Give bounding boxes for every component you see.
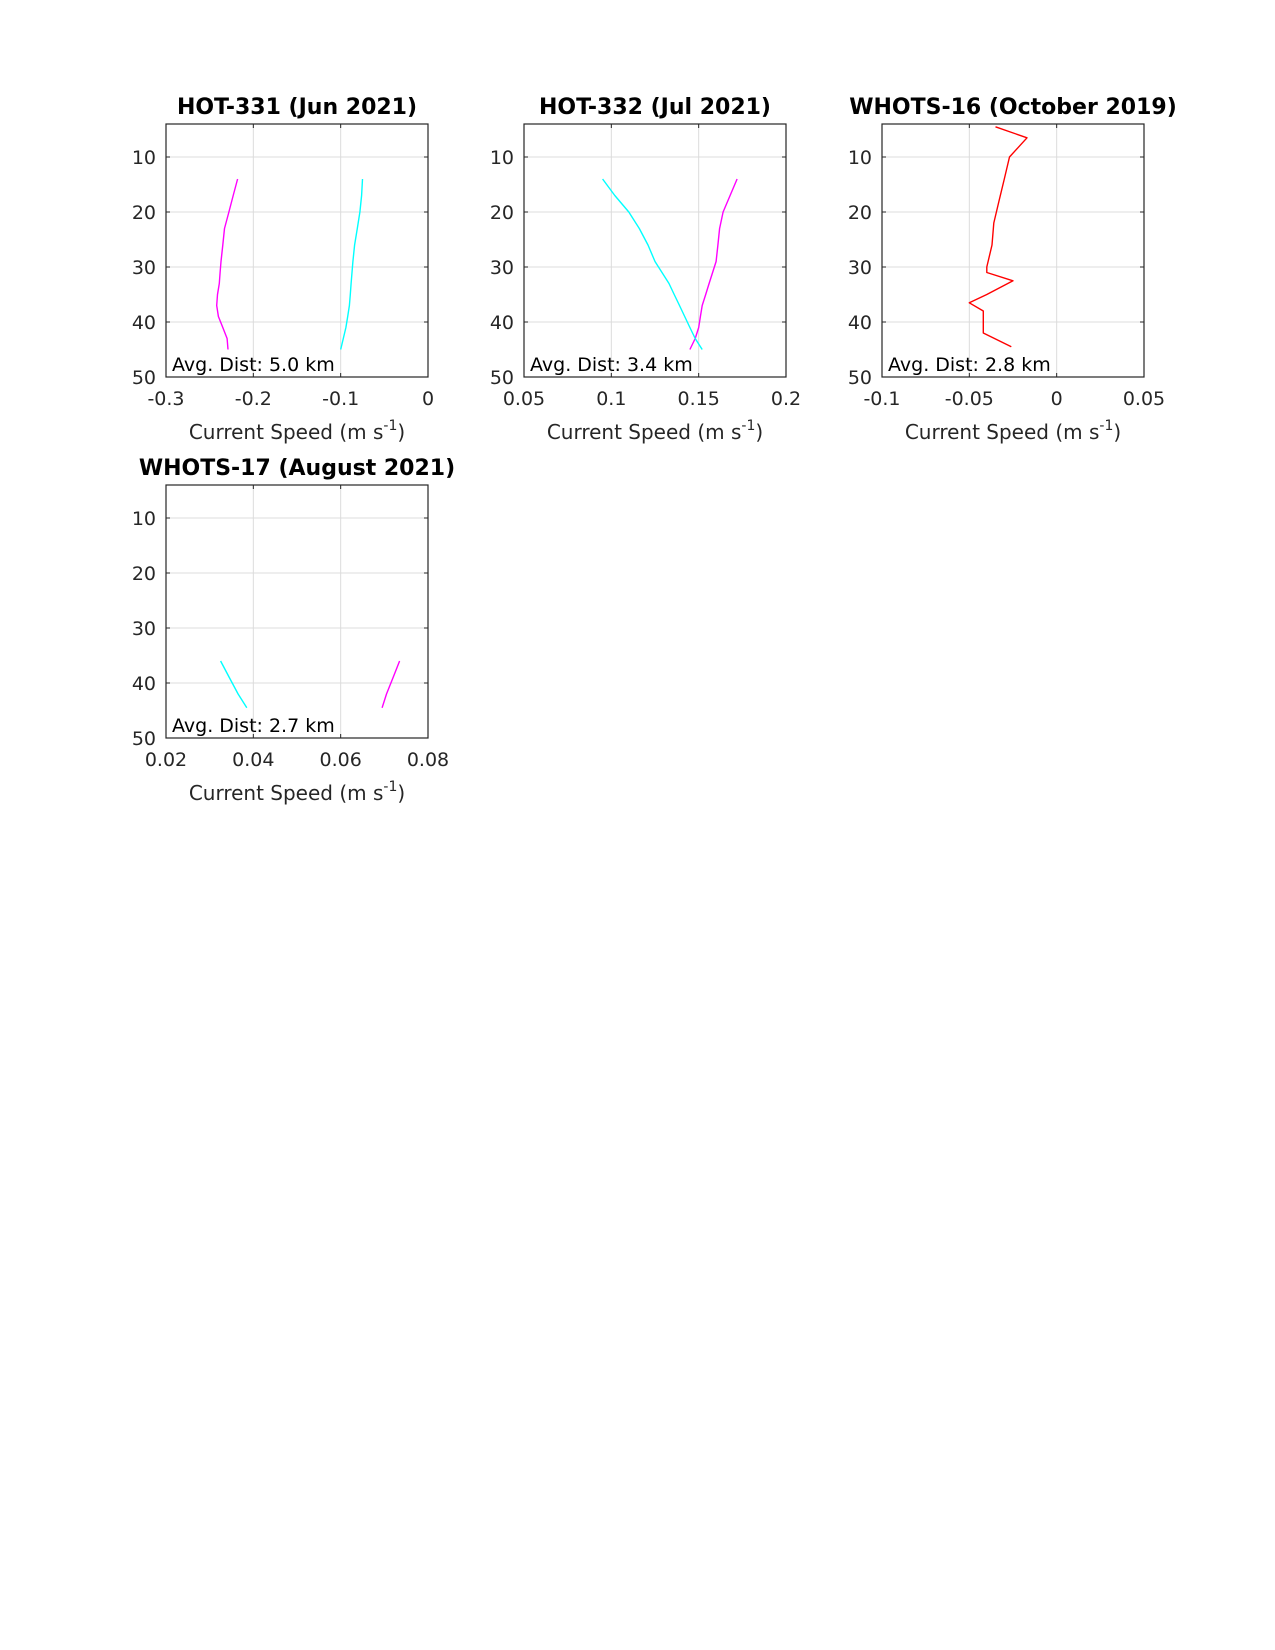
x-tick-label: 0.15 bbox=[678, 388, 720, 410]
y-tick-label: 10 bbox=[490, 147, 514, 169]
axes-frame bbox=[881, 123, 1145, 378]
series-line-1 bbox=[968, 126, 1028, 348]
axes-frame bbox=[165, 484, 429, 739]
x-axis-label: Current Speed (m s-1) bbox=[905, 418, 1121, 444]
axes-frame bbox=[165, 123, 429, 378]
x-tick-label: -0.1 bbox=[322, 388, 359, 410]
x-tick-label: 0.06 bbox=[320, 749, 362, 771]
avg-dist-annotation: Avg. Dist: 3.4 km bbox=[530, 354, 693, 376]
x-tick-label: 0 bbox=[1051, 388, 1063, 410]
y-tick-label: 50 bbox=[490, 367, 514, 389]
y-tick-label: 50 bbox=[132, 367, 156, 389]
subplot-1: -0.3 -0.2 -0.1 0 10 20 30 40 50 HOT-331 (Jun 2021… bbox=[132, 95, 434, 444]
series-line-2 bbox=[602, 178, 703, 350]
y-tick-label: 30 bbox=[848, 257, 872, 279]
y-tick-label: 30 bbox=[490, 257, 514, 279]
x-tick-label: 0.02 bbox=[145, 749, 187, 771]
y-tick-label: 10 bbox=[848, 147, 872, 169]
subplot-title: WHOTS-16 (October 2019) bbox=[849, 95, 1177, 120]
x-tick-label: -0.05 bbox=[945, 388, 994, 410]
y-tick-label: 20 bbox=[848, 202, 872, 224]
subplot-3: -0.1 -0.05 0 0.05 10 20 30 40 50 WHOTS-16 (Octobe… bbox=[848, 95, 1177, 444]
y-tick-label: 50 bbox=[848, 367, 872, 389]
y-tick-label: 10 bbox=[132, 147, 156, 169]
subplot-title: HOT-332 (Jul 2021) bbox=[539, 95, 771, 120]
avg-dist-annotation: Avg. Dist: 5.0 km bbox=[172, 354, 335, 376]
y-tick-label: 40 bbox=[490, 312, 514, 334]
subplot-4: 0.02 0.04 0.06 0.08 10 20 30 40 50 WHOTS-17 (Augu… bbox=[132, 456, 455, 805]
series-line-2 bbox=[340, 178, 364, 350]
x-axis-label: Current Speed (m s-1) bbox=[189, 418, 405, 444]
subplot-title: WHOTS-17 (August 2021) bbox=[139, 456, 455, 481]
x-tick-label: -0.3 bbox=[147, 388, 184, 410]
x-tick-label: -0.2 bbox=[235, 388, 272, 410]
x-tick-label: 0.1 bbox=[596, 388, 626, 410]
subplot-2: 0.05 0.1 0.15 0.2 10 20 30 40 50 HOT-332 (Jul 202… bbox=[490, 95, 801, 444]
y-tick-label: 20 bbox=[132, 563, 156, 585]
y-tick-label: 30 bbox=[132, 618, 156, 640]
y-tick-label: 40 bbox=[848, 312, 872, 334]
y-tick-label: 10 bbox=[132, 508, 156, 530]
y-tick-label: 40 bbox=[132, 312, 156, 334]
x-tick-label: 0.04 bbox=[232, 749, 274, 771]
y-tick-label: 30 bbox=[132, 257, 156, 279]
x-axis-label: Current Speed (m s-1) bbox=[189, 779, 405, 805]
axes-frame bbox=[523, 123, 787, 378]
x-tick-label: 0.2 bbox=[771, 388, 801, 410]
series-line-2 bbox=[219, 660, 248, 709]
x-tick-label: -0.1 bbox=[863, 388, 900, 410]
subplot-title: HOT-331 (Jun 2021) bbox=[177, 95, 417, 120]
y-tick-label: 20 bbox=[132, 202, 156, 224]
avg-dist-annotation: Avg. Dist: 2.8 km bbox=[888, 354, 1051, 376]
y-tick-label: 20 bbox=[490, 202, 514, 224]
x-tick-label: 0.08 bbox=[407, 749, 449, 771]
x-tick-label: 0.05 bbox=[1123, 388, 1165, 410]
y-tick-label: 50 bbox=[132, 728, 156, 750]
series-line-1 bbox=[381, 660, 401, 709]
series-line-1 bbox=[215, 178, 239, 350]
avg-dist-annotation: Avg. Dist: 2.7 km bbox=[172, 715, 335, 737]
x-axis-label: Current Speed (m s-1) bbox=[547, 418, 763, 444]
x-tick-label: 0 bbox=[422, 388, 434, 410]
x-tick-label: 0.05 bbox=[503, 388, 545, 410]
series-line-1 bbox=[689, 178, 738, 350]
y-tick-label: 40 bbox=[132, 673, 156, 695]
